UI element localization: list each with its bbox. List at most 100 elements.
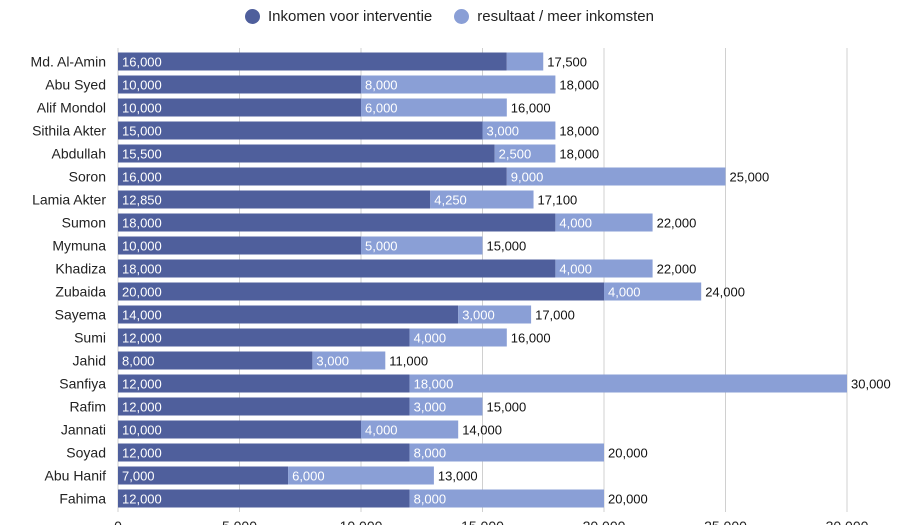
category-label: Sithila Akter bbox=[32, 123, 106, 139]
total-label: 18,000 bbox=[559, 124, 599, 139]
legend-swatch-result bbox=[454, 9, 470, 24]
data-label-before: 15,000 bbox=[122, 124, 162, 139]
total-label: 22,000 bbox=[657, 262, 697, 277]
bar-before bbox=[118, 213, 556, 232]
category-label: Fahima bbox=[59, 491, 106, 507]
bar-before bbox=[118, 190, 431, 209]
total-label: 20,000 bbox=[608, 492, 648, 507]
bar-before bbox=[118, 397, 410, 416]
total-label: 11,000 bbox=[389, 354, 428, 369]
category-label: Zubaida bbox=[55, 284, 106, 300]
bar-before bbox=[118, 75, 361, 94]
total-label: 30,000 bbox=[851, 377, 891, 392]
data-label-before: 15,500 bbox=[122, 147, 162, 162]
x-tick-label: 10,000 bbox=[340, 518, 383, 525]
bar-before bbox=[118, 98, 361, 117]
category-label: Abu Syed bbox=[45, 77, 106, 93]
total-label: 15,000 bbox=[487, 239, 527, 254]
category-label: Lamia Akter bbox=[32, 192, 106, 208]
bar-result bbox=[361, 236, 483, 255]
bar-before bbox=[118, 443, 410, 462]
bar-before bbox=[118, 167, 507, 186]
bar-before bbox=[118, 52, 507, 71]
bar-result bbox=[409, 443, 604, 462]
data-label-result: 4,000 bbox=[365, 423, 398, 438]
category-label: Rafim bbox=[69, 399, 106, 415]
legend-item-result: resultaat / meer inkomsten bbox=[454, 8, 654, 25]
bar-before bbox=[118, 144, 495, 163]
bar-before bbox=[118, 121, 483, 140]
total-label: 16,000 bbox=[511, 101, 551, 116]
category-label: Mymuna bbox=[52, 238, 106, 254]
data-label-result: 3,000 bbox=[316, 354, 349, 369]
bar-result bbox=[494, 144, 556, 163]
data-label-before: 14,000 bbox=[122, 308, 162, 323]
total-label: 15,000 bbox=[487, 400, 527, 415]
bar-before bbox=[118, 351, 313, 370]
bar-before bbox=[118, 236, 361, 255]
bar-before bbox=[118, 374, 410, 393]
total-label: 25,000 bbox=[730, 170, 770, 185]
bar-result bbox=[458, 305, 532, 324]
data-label-result: 8,000 bbox=[365, 78, 398, 93]
bar-result bbox=[361, 75, 556, 94]
total-label: 17,500 bbox=[547, 55, 587, 70]
data-label-before: 8,000 bbox=[122, 354, 155, 369]
data-label-before: 10,000 bbox=[122, 239, 162, 254]
category-label: Soyad bbox=[66, 445, 106, 461]
bar-before bbox=[118, 420, 361, 439]
category-label: Sanfiya bbox=[59, 376, 106, 392]
data-label-before: 12,850 bbox=[122, 193, 162, 208]
data-label-result: 2,500 bbox=[499, 147, 532, 162]
category-label: Jannati bbox=[61, 422, 106, 438]
total-label: 24,000 bbox=[705, 285, 745, 300]
total-label: 16,000 bbox=[511, 331, 551, 346]
data-label-result: 8,000 bbox=[414, 446, 447, 461]
total-label: 17,000 bbox=[535, 308, 575, 323]
bar-result bbox=[482, 121, 556, 140]
category-label: Khadiza bbox=[55, 261, 106, 277]
total-label: 18,000 bbox=[559, 147, 599, 162]
total-label: 17,100 bbox=[538, 193, 578, 208]
legend-label-result: resultaat / meer inkomsten bbox=[477, 8, 654, 25]
data-label-before: 20,000 bbox=[122, 285, 162, 300]
bar-result bbox=[506, 167, 726, 186]
bar-result bbox=[555, 213, 653, 232]
data-label-result: 3,000 bbox=[487, 124, 520, 139]
data-label-result: 4,000 bbox=[559, 262, 592, 277]
total-label: 20,000 bbox=[608, 446, 648, 461]
category-label: Jahid bbox=[73, 353, 106, 369]
data-label-before: 10,000 bbox=[122, 101, 162, 116]
bar-before bbox=[118, 259, 556, 278]
category-label: Sumon bbox=[62, 215, 106, 231]
data-label-before: 12,000 bbox=[122, 400, 162, 415]
bar-result bbox=[361, 98, 507, 117]
bar-result bbox=[430, 190, 534, 209]
data-label-before: 10,000 bbox=[122, 78, 162, 93]
data-label-before: 12,000 bbox=[122, 446, 162, 461]
bar-before bbox=[118, 466, 289, 485]
data-label-result: 5,000 bbox=[365, 239, 398, 254]
category-label: Abu Hanif bbox=[45, 468, 107, 484]
data-label-before: 18,000 bbox=[122, 262, 162, 277]
x-tick-label: 0 bbox=[114, 518, 122, 525]
category-label: Alif Mondol bbox=[37, 100, 106, 116]
data-label-before: 18,000 bbox=[122, 216, 162, 231]
category-label: Sumi bbox=[74, 330, 106, 346]
total-label: 14,000 bbox=[462, 423, 502, 438]
total-label: 13,000 bbox=[438, 469, 478, 484]
data-label-result: 4,000 bbox=[608, 285, 641, 300]
data-label-before: 12,000 bbox=[122, 377, 162, 392]
data-label-before: 10,000 bbox=[122, 423, 162, 438]
data-label-before: 16,000 bbox=[122, 170, 162, 185]
legend-swatch-before bbox=[244, 9, 260, 24]
data-label-result: 18,000 bbox=[414, 377, 454, 392]
data-label-before: 16,000 bbox=[122, 55, 162, 70]
data-label-before: 12,000 bbox=[122, 492, 162, 507]
bar-result bbox=[409, 328, 507, 347]
bar-result bbox=[361, 420, 459, 439]
x-tick-label: 20,000 bbox=[583, 518, 626, 525]
data-label-result: 4,250 bbox=[434, 193, 467, 208]
bar-before bbox=[118, 489, 410, 508]
